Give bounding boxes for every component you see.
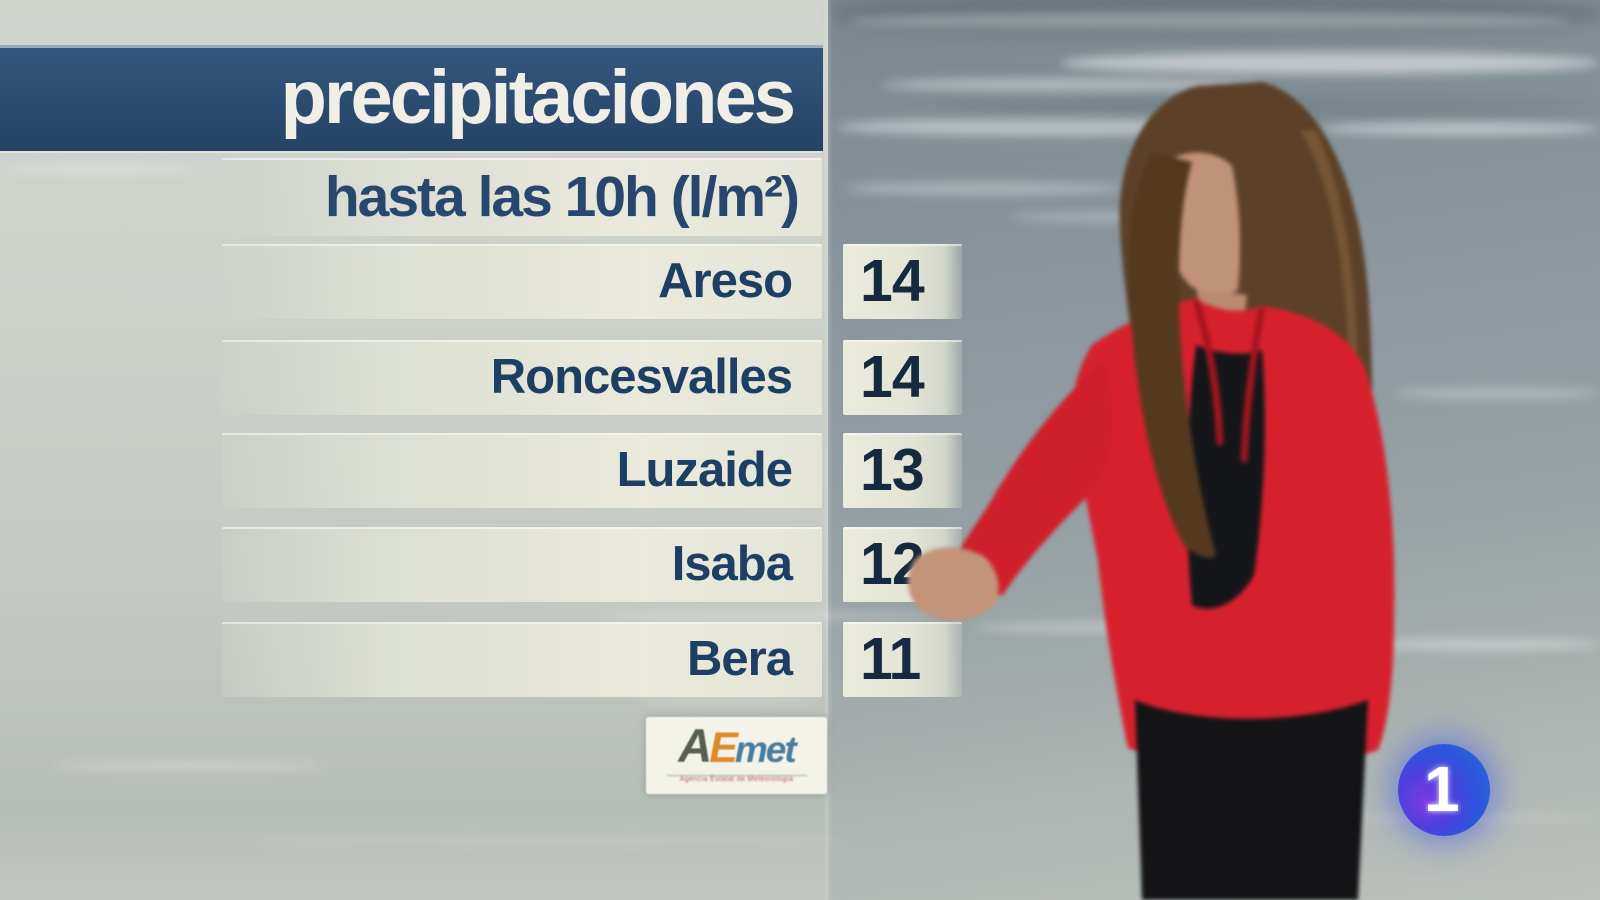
presenter-pants [1135,700,1368,900]
aemet-letters-met: met [734,729,797,770]
precip-row: Isaba [222,527,822,602]
precip-value: 14 [860,344,925,410]
water-streak [635,698,825,704]
presenter-hand [907,547,999,621]
water-streak [1370,638,1600,651]
location-label: Bera [687,632,793,686]
precip-title: precipitaciones [280,55,796,140]
presenter-lapel-shadow [1192,298,1266,463]
location-label: Roncesvalles [490,350,793,404]
precip-row: Bera [222,622,822,697]
water-streak [55,762,325,770]
water-streak [0,166,200,173]
precip-value-cell: 11 [843,622,962,697]
water-streak [880,78,1260,92]
precip-row: Luzaide [222,433,822,508]
precip-value: 11 [860,626,921,692]
precip-row: Roncesvalles [222,340,822,415]
dark-water-band [830,0,1600,34]
precip-value: 13 [860,437,925,503]
water-streak [1060,52,1600,74]
location-label: Isaba [671,537,793,591]
presenter-front-hair [1128,152,1216,558]
precip-value-cell: 13 [843,433,962,508]
aemet-letter-a: A [678,719,712,772]
presenter-arm [952,360,1113,596]
aemet-letter-e: E [709,724,738,772]
channel-logo-badge: 1 [1398,744,1490,836]
water-streak [1010,212,1190,222]
water-streak [598,612,938,620]
water-streak [850,12,1570,28]
precip-title-bar: precipitaciones [0,45,823,151]
precip-value: 14 [860,248,925,314]
precip-row: Areso [222,244,822,319]
weather-presenter [907,82,1395,900]
water-streak [1320,122,1600,135]
wall-seam [826,0,830,900]
water-streak [250,838,850,843]
precip-value-cell: 14 [843,244,962,319]
aemet-tagline: Agencia Estatal de Meteorología [666,775,807,784]
water-streak [845,182,1125,195]
channel-number: 1 [1424,753,1460,825]
location-label: Luzaide [616,443,793,497]
precip-subtitle-bar: hasta las 10h (l/m²) [222,158,822,236]
aemet-logo-text: AEmet [646,717,827,773]
precip-subtitle: hasta las 10h (l/m²) [324,165,800,229]
water-streak [1395,388,1600,399]
location-label: Areso [658,254,793,308]
precip-value-cell: 14 [843,340,962,415]
aemet-logo: AEmet Agencia Estatal de Meteorología [646,717,827,794]
